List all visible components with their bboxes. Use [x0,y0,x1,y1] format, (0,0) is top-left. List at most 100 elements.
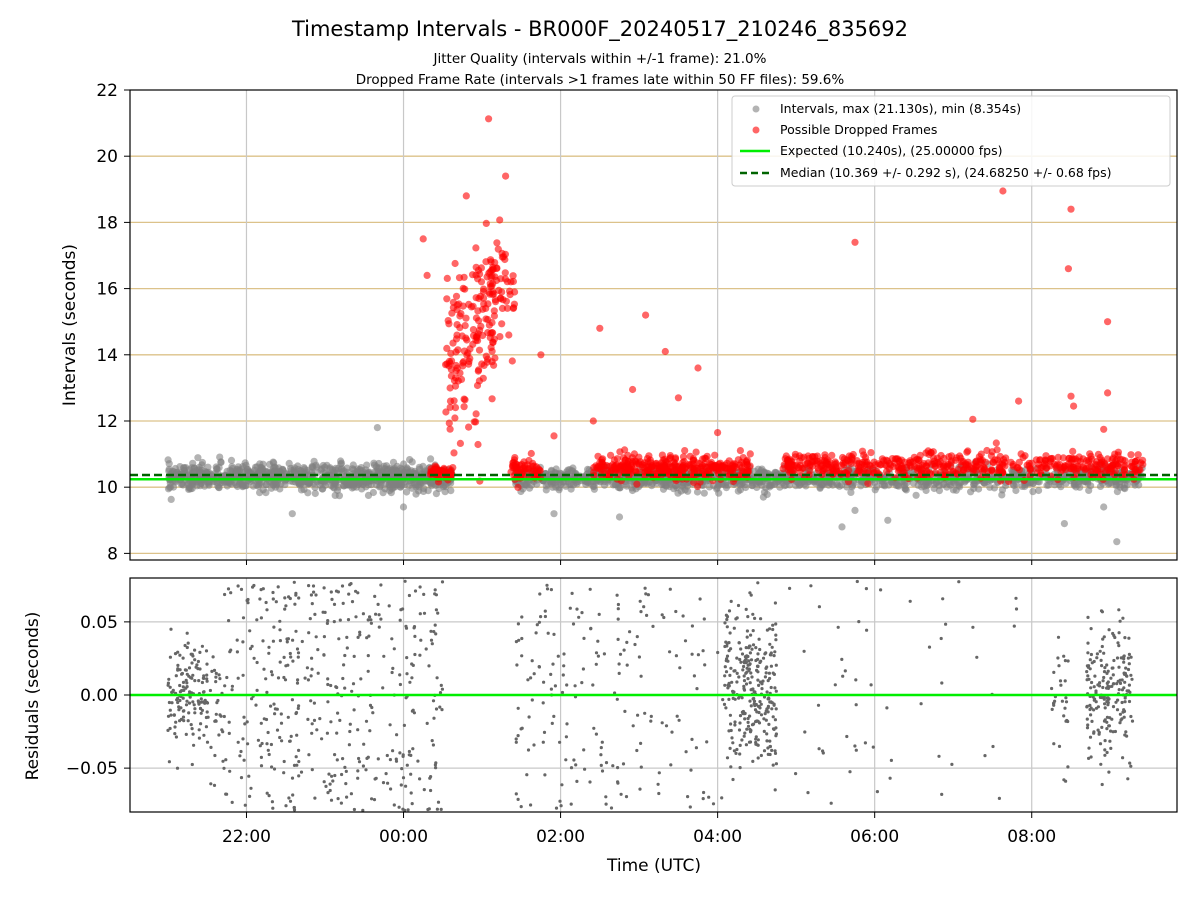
residual-point [384,772,388,776]
residual-point [315,728,319,732]
residual-point [1057,744,1062,749]
residual-point [184,703,189,707]
residual-point [761,656,766,660]
dropped-frame-point [1106,464,1114,472]
residual-point [397,805,401,809]
residual-point [803,730,807,734]
dropped-frame-point [711,451,719,459]
residual-point [272,767,277,771]
dropped-frame-point [445,419,453,427]
residual-point [310,731,314,735]
interval-point [166,479,174,487]
dropped-frame-point [513,466,521,474]
dropped-frame-point [1128,463,1136,471]
dropped-frame-point [607,451,615,459]
residual-point [294,755,298,759]
residual-point [751,629,755,633]
residual-point [241,673,245,677]
residual-point [272,625,276,629]
residual-point [333,753,337,757]
residual-point [759,702,763,706]
residual-point [405,672,409,676]
dropped-frame-point [1036,456,1044,464]
dropped-frame-point [798,464,807,472]
residual-point [190,762,194,767]
residual-point [735,656,739,660]
residual-point [683,639,688,643]
residual-point [204,725,208,729]
residual-point [218,677,222,681]
residual-point [357,756,361,761]
dropped-frame-point [619,454,628,462]
residual-point [570,591,574,596]
interval-point [232,481,240,489]
residual-point [520,615,524,619]
dropped-frame-point [589,417,597,425]
dropped-frame-point [453,306,461,314]
residual-point [223,684,227,688]
residual-point [424,647,428,651]
dropped-frame-point [617,462,626,470]
residual-point [649,719,653,723]
residual-point [352,807,356,812]
residual-point [284,804,288,808]
residual-point [549,687,554,691]
residual-point [409,791,413,795]
residual-point [338,718,342,723]
residual-point [1121,616,1125,620]
residual-point [739,660,743,664]
residual-point [738,714,743,718]
residual-point [1127,683,1131,687]
residual-point [1098,742,1103,746]
legend-label-intervals: Intervals, max (21.130s), min (8.354s) [780,101,1021,116]
dropped-frame-point [703,452,711,460]
residual-point [728,673,732,678]
dropped-frame-point [736,447,745,455]
dropped-frame-point [894,455,902,463]
residual-point [1064,779,1068,783]
residual-point [434,593,438,597]
residual-point [386,781,390,785]
dropped-frame-point [916,451,924,459]
residual-point [773,601,778,605]
residual-point [438,691,443,695]
interval-point [311,483,319,491]
residual-point [1126,656,1130,660]
residual-point [288,799,293,803]
residual-point [190,661,194,665]
residual-point [230,684,234,688]
residual-point [569,766,574,770]
residual-point [187,701,192,705]
residual-point [176,696,180,701]
residual-point [185,631,189,635]
residual-point [729,765,733,769]
residual-point [537,665,542,669]
intervals-y-axis-label: Intervals (seconds) [60,244,80,406]
residual-point [193,648,197,652]
residual-point [802,649,806,653]
interval-point [943,483,951,491]
residual-point [297,774,301,778]
residual-point [1085,726,1090,730]
residual-point [723,621,727,625]
residual-point [329,798,334,802]
residual-point [209,745,213,750]
residual-point [770,645,774,649]
residual-point [756,657,760,662]
residual-point [741,668,745,672]
dropped-frame-point [459,284,467,292]
residual-point [771,763,775,767]
residual-point [193,707,197,711]
residual-point [745,635,749,639]
residual-point [181,709,185,713]
dropped-frame-point [613,455,621,463]
residual-point [694,746,699,750]
residual-point [939,636,943,641]
interval-point [1057,483,1065,491]
residual-point [198,706,203,711]
residual-point [369,621,373,625]
dropped-frame-point [449,339,457,347]
dropped-frame-point [498,253,506,261]
residual-point [743,717,747,721]
interval-point [590,482,598,491]
